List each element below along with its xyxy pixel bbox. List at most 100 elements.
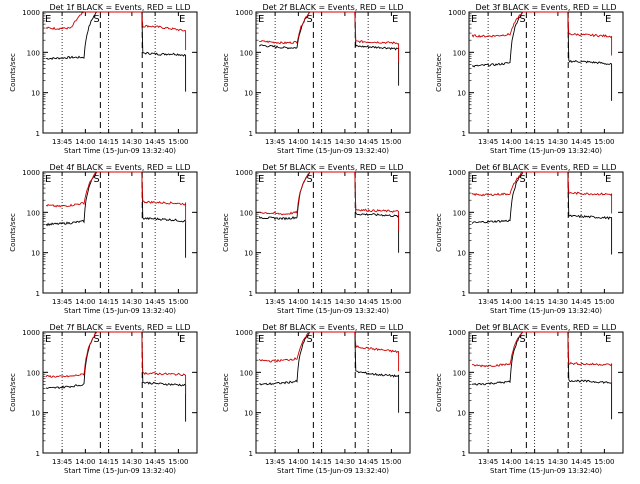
x-tick-label: 14:00 <box>75 458 95 466</box>
chart-panel-3: Det 3f BLACK = Events, RED = LLD 1 10 100 10… <box>435 3 624 155</box>
x-tick-label: 14:00 <box>501 138 521 146</box>
x-tick-label: 14:30 <box>122 138 142 146</box>
chart-title: Det 6f BLACK = Events, RED = LLD <box>475 163 616 172</box>
y-tick-label: 10 <box>31 410 40 418</box>
x-tick-label: 14:00 <box>75 298 95 306</box>
x-axis-label: Start Time (15-Jun-09 13:32:40) <box>277 147 389 155</box>
x-axis-label: Start Time (15-Jun-09 13:32:40) <box>64 467 176 475</box>
x-tick-label: 14:00 <box>288 458 308 466</box>
marker-e-label: E <box>392 174 398 185</box>
marker-e-label: E <box>45 174 51 185</box>
y-axis-label: Counts/sec <box>435 373 443 412</box>
y-tick-label: 1 <box>36 450 40 458</box>
marker-e-label: E <box>258 334 264 345</box>
x-tick-label: 14:45 <box>358 458 378 466</box>
marker-e-label: E <box>179 334 185 345</box>
series-line-events <box>258 11 400 86</box>
y-tick-label: 1000 <box>235 329 253 337</box>
y-tick-label: 1 <box>36 290 40 298</box>
x-tick-label: 14:15 <box>525 298 545 306</box>
chart-title: Det 9f BLACK = Events, RED = LLD <box>475 323 616 332</box>
marker-s-label: S <box>519 14 525 25</box>
marker-s-label: S <box>93 14 99 25</box>
marker-s-label: S <box>519 334 525 345</box>
marker-e-label: E <box>605 14 611 25</box>
x-tick-label: 15:00 <box>168 298 188 306</box>
x-tick-label: 13:45 <box>265 298 285 306</box>
y-tick-label: 10 <box>31 250 40 258</box>
plot-frame <box>42 331 198 454</box>
y-tick-label: 10 <box>244 250 253 258</box>
y-tick-label: 100 <box>240 209 253 217</box>
y-tick-label: 1 <box>249 130 253 138</box>
x-tick-label: 14:30 <box>335 138 355 146</box>
x-tick-label: 14:15 <box>312 298 332 306</box>
x-tick-label: 14:15 <box>99 298 119 306</box>
x-tick-label: 14:45 <box>145 298 165 306</box>
series-line-events <box>471 171 613 255</box>
x-axis-label: Start Time (15-Jun-09 13:32:40) <box>490 307 602 315</box>
y-axis-label: Counts/sec <box>9 213 17 252</box>
series-line-events <box>258 171 400 253</box>
x-tick-label: 13:45 <box>52 458 72 466</box>
x-tick-label: 14:15 <box>312 138 332 146</box>
y-tick-label: 100 <box>240 369 253 377</box>
x-tick-label: 13:45 <box>52 138 72 146</box>
x-tick-label: 14:00 <box>288 138 308 146</box>
x-tick-label: 13:45 <box>265 458 285 466</box>
marker-e-label: E <box>258 14 264 25</box>
x-axis-label: Start Time (15-Jun-09 13:32:40) <box>277 307 389 315</box>
series-line-events <box>46 11 187 92</box>
y-tick-label: 100 <box>453 49 466 57</box>
y-tick-label: 1000 <box>448 169 466 177</box>
y-tick-label: 1 <box>462 290 466 298</box>
y-tick-label: 1000 <box>22 329 40 337</box>
x-tick-label: 14:45 <box>571 458 591 466</box>
x-tick-label: 14:45 <box>571 298 591 306</box>
y-tick-label: 10 <box>244 410 253 418</box>
marker-e-label: E <box>45 334 51 345</box>
y-tick-label: 1000 <box>235 9 253 17</box>
chart-title: Det 5f BLACK = Events, RED = LLD <box>262 163 403 172</box>
y-tick-label: 10 <box>244 90 253 98</box>
x-tick-label: 15:00 <box>381 138 401 146</box>
series-line-lld <box>45 331 187 394</box>
y-tick-label: 1 <box>249 290 253 298</box>
marker-e-label: E <box>392 334 398 345</box>
series-line-lld <box>472 331 613 384</box>
plot-frame <box>468 331 624 454</box>
marker-e-label: E <box>471 174 477 185</box>
y-tick-label: 10 <box>31 90 40 98</box>
chart-panel-4: Det 4f BLACK = Events, RED = LLD 1 10 100 10… <box>9 163 198 315</box>
x-tick-label: 14:45 <box>145 458 165 466</box>
plot-frame <box>255 11 411 134</box>
chart-panel-7: Det 7f BLACK = Events, RED = LLD 1 10 100 10… <box>9 323 198 475</box>
marker-e-label: E <box>179 14 185 25</box>
chart-title: Det 1f BLACK = Events, RED = LLD <box>49 3 190 12</box>
y-axis-label: Counts/sec <box>435 213 443 252</box>
marker-s-label: S <box>93 334 99 345</box>
chart-panel-1: Det 1f BLACK = Events, RED = LLD 1 10 100 10… <box>9 3 198 155</box>
chart-title: Det 7f BLACK = Events, RED = LLD <box>49 323 190 332</box>
series-line-events <box>471 331 613 420</box>
y-tick-label: 1 <box>462 450 466 458</box>
y-axis-label: Counts/sec <box>435 53 443 92</box>
x-tick-label: 14:30 <box>335 298 355 306</box>
y-axis-label: Counts/sec <box>222 53 230 92</box>
y-tick-label: 1000 <box>22 169 40 177</box>
x-tick-label: 14:45 <box>571 138 591 146</box>
marker-e-label: E <box>258 174 264 185</box>
x-tick-label: 14:15 <box>525 458 545 466</box>
marker-e-label: E <box>605 174 611 185</box>
chart-panel-2: Det 2f BLACK = Events, RED = LLD 1 10 100 10… <box>222 3 411 155</box>
y-tick-label: 10 <box>457 410 466 418</box>
x-tick-label: 14:15 <box>99 138 119 146</box>
x-axis-label: Start Time (15-Jun-09 13:32:40) <box>490 467 602 475</box>
chart-panel-5: Det 5f BLACK = Events, RED = LLD 1 10 100 10… <box>222 163 411 315</box>
y-tick-label: 1 <box>462 130 466 138</box>
x-tick-label: 15:00 <box>381 298 401 306</box>
y-axis-label: Counts/sec <box>9 373 17 412</box>
chart-title: Det 2f BLACK = Events, RED = LLD <box>262 3 403 12</box>
x-tick-label: 14:30 <box>548 138 568 146</box>
